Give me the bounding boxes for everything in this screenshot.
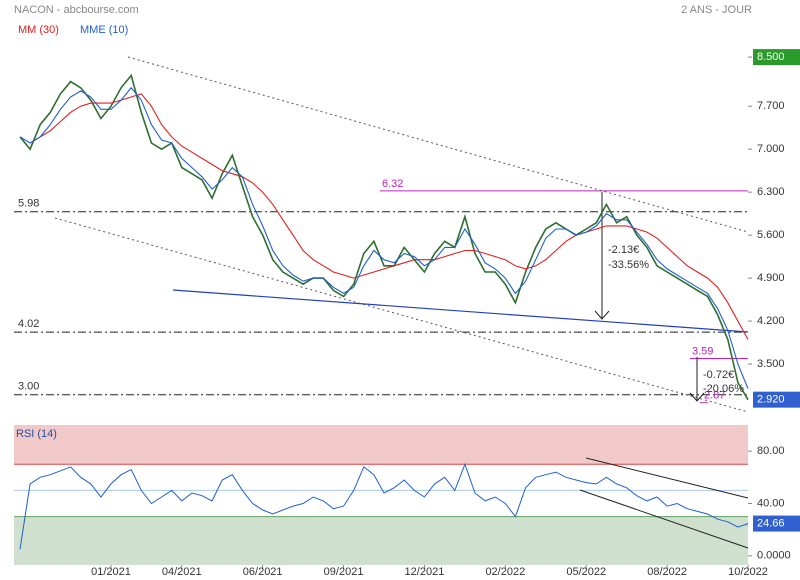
legend-entry: MME (10)	[80, 24, 128, 36]
rsi-channel-upper	[585, 457, 749, 499]
rsi-tag	[753, 515, 800, 532]
y-tick-label: 80.00	[757, 445, 785, 457]
channel-upper	[127, 56, 749, 233]
y-tick-label: 8.500	[757, 51, 785, 63]
x-tick-label: 04/2021	[162, 566, 202, 578]
series-line	[29, 93, 749, 340]
annotation: -0.72€	[703, 369, 734, 381]
mark-label: 6.32	[382, 178, 403, 190]
mark-label: 2.87	[704, 390, 725, 402]
y-tick-label: 3.500	[757, 358, 785, 370]
axis-panel	[752, 0, 800, 580]
y-tick-label: 7.700	[757, 100, 785, 112]
x-tick-label: 09/2021	[324, 566, 364, 578]
y-tick-label: 6.300	[757, 186, 785, 198]
x-tick-label: 06/2021	[243, 566, 283, 578]
x-tick-label: 01/2021	[91, 566, 131, 578]
price-tag	[753, 391, 800, 408]
series-line	[19, 73, 749, 401]
price-tag-label: 2.920	[757, 394, 785, 406]
oversold-zone	[14, 516, 748, 565]
chart-subtitle: 2 ANS - JOUR	[681, 4, 752, 16]
tick-highlight	[753, 49, 800, 66]
rsi-channel-lower	[579, 489, 749, 549]
rsi-title: RSI (14)	[16, 428, 57, 440]
level-label: 3.00	[18, 381, 39, 393]
series-line	[19, 462, 749, 550]
level-label: 4.02	[18, 318, 39, 330]
annotation: -20.06%	[703, 383, 744, 395]
x-tick-label: 02/2022	[485, 566, 525, 578]
annotation: -2.13€	[608, 244, 639, 256]
x-tick-label: 05/2022	[566, 566, 606, 578]
x-tick-label: 08/2022	[647, 566, 687, 578]
arrowhead	[594, 310, 610, 320]
x-tick-label: 10/2022	[728, 566, 768, 578]
y-tick-label: 0.0000	[757, 550, 791, 562]
y-tick-label: 40.00	[757, 497, 785, 509]
arrowhead	[689, 392, 705, 402]
annotation: -33.56%	[608, 259, 649, 271]
y-tick-label: 7.000	[757, 143, 785, 155]
x-tick-label: 12/2021	[405, 566, 445, 578]
overbought-zone	[14, 425, 748, 465]
series-line	[19, 86, 749, 389]
rsi-tag-label: 24.66	[757, 517, 785, 529]
y-tick-label: 5.600	[757, 229, 785, 241]
level-label: 5.98	[18, 198, 39, 210]
legend-entry: MM (30)	[18, 24, 59, 36]
y-tick-label: 4.900	[757, 272, 785, 284]
chart-title: NACON - abcbourse.com	[14, 4, 139, 16]
support-line	[172, 289, 749, 333]
mark-label: 3.59	[692, 345, 713, 357]
y-tick-label: 4.200	[757, 315, 785, 327]
